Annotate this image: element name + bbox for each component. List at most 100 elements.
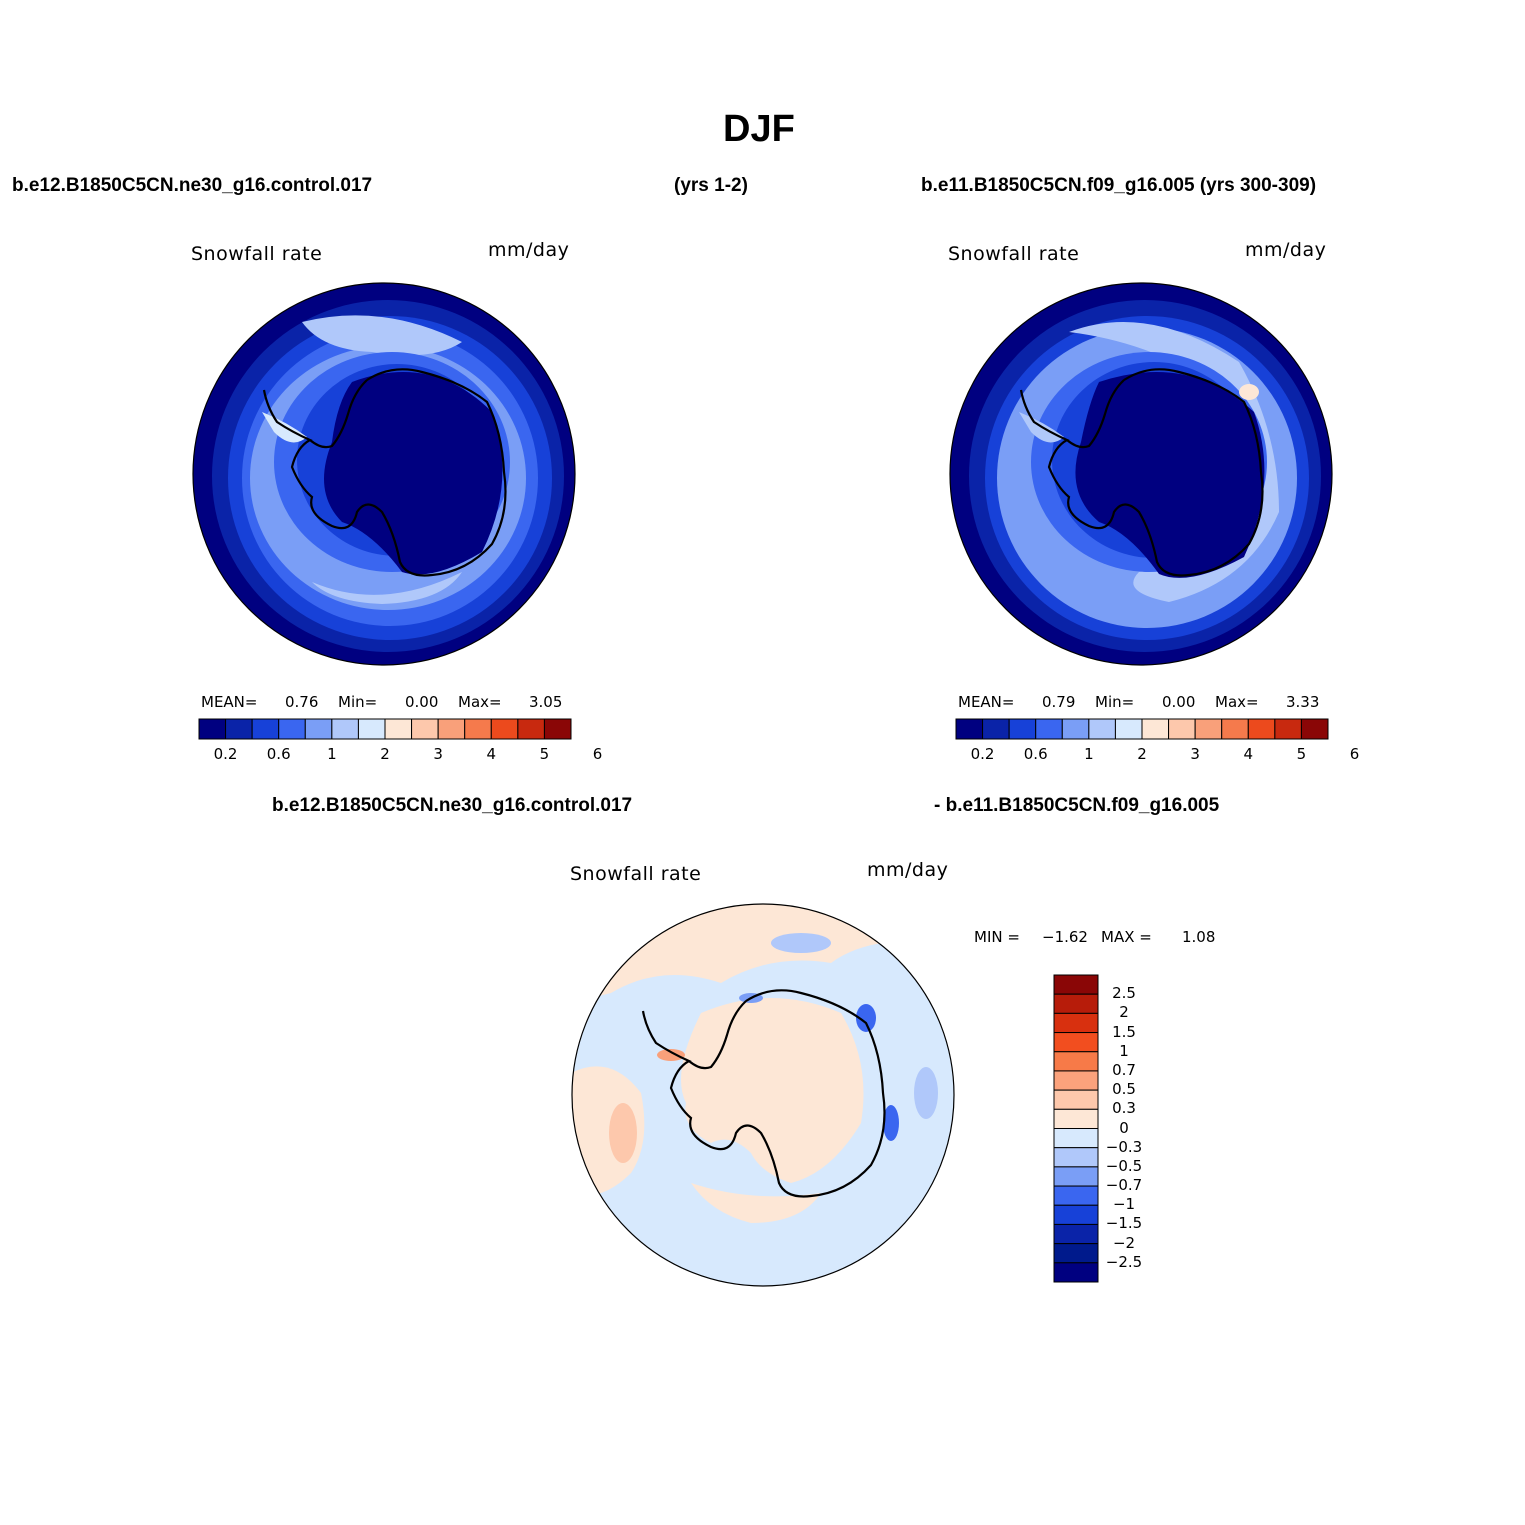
map-boundary [949, 282, 1333, 666]
colorbar-tick-label: 3 [1190, 745, 1200, 763]
colorbar-swatch [437, 718, 466, 740]
panel2-max-value: 3.33 [1286, 693, 1320, 711]
colorbar-tick-label: 3 [433, 745, 443, 763]
negative-spot-top [771, 933, 831, 953]
panel3-map [571, 903, 955, 1287]
diff-label-left: b.e12.B1850C5CN.ne30_g16.control.017 [272, 795, 633, 816]
colorbar-swatch [1053, 993, 1099, 1014]
colorbar-swatch [411, 718, 439, 740]
diff-label-right: - b.e11.B1850C5CN.f09_g16.005 [934, 795, 1220, 816]
colorbar-swatch [1274, 718, 1302, 740]
colorbar-tick-label: −0.5 [1105, 1156, 1143, 1175]
colorbar-tick-label: 1 [1119, 1041, 1129, 1060]
coastline [641, 989, 886, 1198]
colorbar-swatch [1053, 1070, 1099, 1091]
colorbar-swatch [1194, 718, 1223, 740]
case1-years: (yrs 1-2) [674, 175, 748, 196]
negative-spot-coast-2 [883, 1105, 899, 1141]
figure-title: DJF [723, 108, 795, 150]
colorbar-swatch [1300, 718, 1329, 740]
colorbar-tick-label: 2 [380, 745, 390, 763]
colorbar-tick-label: 1.5 [1112, 1022, 1136, 1041]
colorbar-swatch [464, 718, 492, 740]
case1-label: b.e12.B1850C5CN.ne30_g16.control.017 [12, 175, 373, 196]
colorbar-tick-label: −1 [1112, 1195, 1136, 1214]
panel2-min-value: 0.00 [1162, 693, 1196, 711]
colorbar-swatch [1053, 1243, 1099, 1264]
panel2-units: mm/day [1245, 239, 1327, 261]
band-light-patch [302, 315, 462, 356]
panel3-variable: Snowfall rate [570, 863, 702, 885]
positive-region-left [572, 1066, 645, 1196]
colorbar-swatch [1053, 1166, 1099, 1187]
panel2-variable: Snowfall rate [948, 243, 1080, 265]
colorbar-swatch [1247, 718, 1276, 740]
colorbar-tick-label: 0.5 [1112, 1080, 1136, 1099]
panel1-map [192, 282, 576, 666]
colorbar-swatch [1114, 718, 1143, 740]
negative-spot-coast-1 [856, 1004, 876, 1032]
colorbar-swatch [1061, 718, 1090, 740]
panel2-mean-label: MEAN= [958, 693, 1015, 711]
panel3-min-value: −1.62 [1042, 928, 1088, 946]
positive-interior [681, 998, 864, 1183]
colorbar-swatch [198, 718, 227, 740]
panel1-mean-label: MEAN= [201, 693, 258, 711]
colorbar-swatch [1053, 1032, 1099, 1053]
colorbar-swatch [1053, 1089, 1099, 1110]
colorbar-swatch [1088, 718, 1116, 740]
colorbar-swatch [1053, 974, 1099, 995]
case2-label: b.e11.B1850C5CN.f09_g16.005 (yrs 300-309… [921, 175, 1317, 196]
colorbar-tick-label: 0.2 [970, 745, 995, 763]
panel3-max-value: 1.08 [1182, 928, 1216, 946]
colorbar-swatch [1053, 1051, 1099, 1072]
colorbar-tick-label: −1.5 [1105, 1214, 1143, 1233]
colorbar-swatch [1035, 718, 1063, 740]
coastline [262, 368, 507, 577]
colorbar-swatch [955, 718, 984, 740]
panel2-map [949, 282, 1333, 666]
panel1-colorbar [198, 718, 572, 740]
colorbar-swatch [1221, 718, 1249, 740]
colorbar-tick-label: 4 [486, 745, 497, 763]
colorbar-tick-label: −0.7 [1105, 1176, 1143, 1195]
map-boundary [571, 903, 955, 1287]
colorbar-swatch [517, 718, 545, 740]
panel2-colorbar [955, 718, 1329, 740]
negative-spot-east [914, 1067, 938, 1119]
colorbar-swatch [225, 718, 253, 740]
colorbar-swatch [1053, 1262, 1099, 1283]
colorbar-tick-label: 2 [1119, 1003, 1129, 1022]
colorbar-tick-label: 1 [327, 745, 337, 763]
panel1-units: mm/day [488, 239, 570, 261]
colorbar-swatch [278, 718, 306, 740]
colorbar-tick-label: 2 [1137, 745, 1147, 763]
panel1-max-value: 3.05 [529, 693, 563, 711]
colorbar-swatch [1168, 718, 1196, 740]
colorbar-tick-label: −2 [1112, 1233, 1136, 1252]
colorbar-tick-label: 0.2 [213, 745, 238, 763]
colorbar-swatch [251, 718, 280, 740]
panel2-mean-value: 0.79 [1042, 693, 1076, 711]
panel3-units: mm/day [867, 859, 949, 881]
antarctica-interior [1075, 372, 1265, 578]
colorbar-tick-label: 5 [539, 745, 550, 763]
antarctica-interior [324, 372, 503, 575]
colorbar-tick-label: 0.3 [1112, 1099, 1136, 1118]
colorbar-swatch [982, 718, 1010, 740]
colorbar-tick-label: 4 [1243, 745, 1254, 763]
colorbar-swatch [384, 718, 413, 740]
panel1-max-label: Max= [458, 693, 502, 711]
colorbar-tick-label: 2.5 [1112, 984, 1136, 1003]
panel1-min-value: 0.00 [405, 693, 439, 711]
map-boundary [192, 282, 576, 666]
colorbar-tick-label: 6 [1349, 745, 1360, 763]
colorbar-swatch [1141, 718, 1170, 740]
colorbar-tick-label: 6 [592, 745, 603, 763]
colorbar-swatch [1053, 1223, 1099, 1245]
peninsula-positive [657, 1049, 685, 1061]
colorbar-tick-label: 5 [1296, 745, 1307, 763]
panel3-max-label: MAX = [1101, 928, 1152, 946]
colorbar-tick-label: 0.6 [266, 745, 291, 763]
panel2-max-label: Max= [1215, 693, 1259, 711]
